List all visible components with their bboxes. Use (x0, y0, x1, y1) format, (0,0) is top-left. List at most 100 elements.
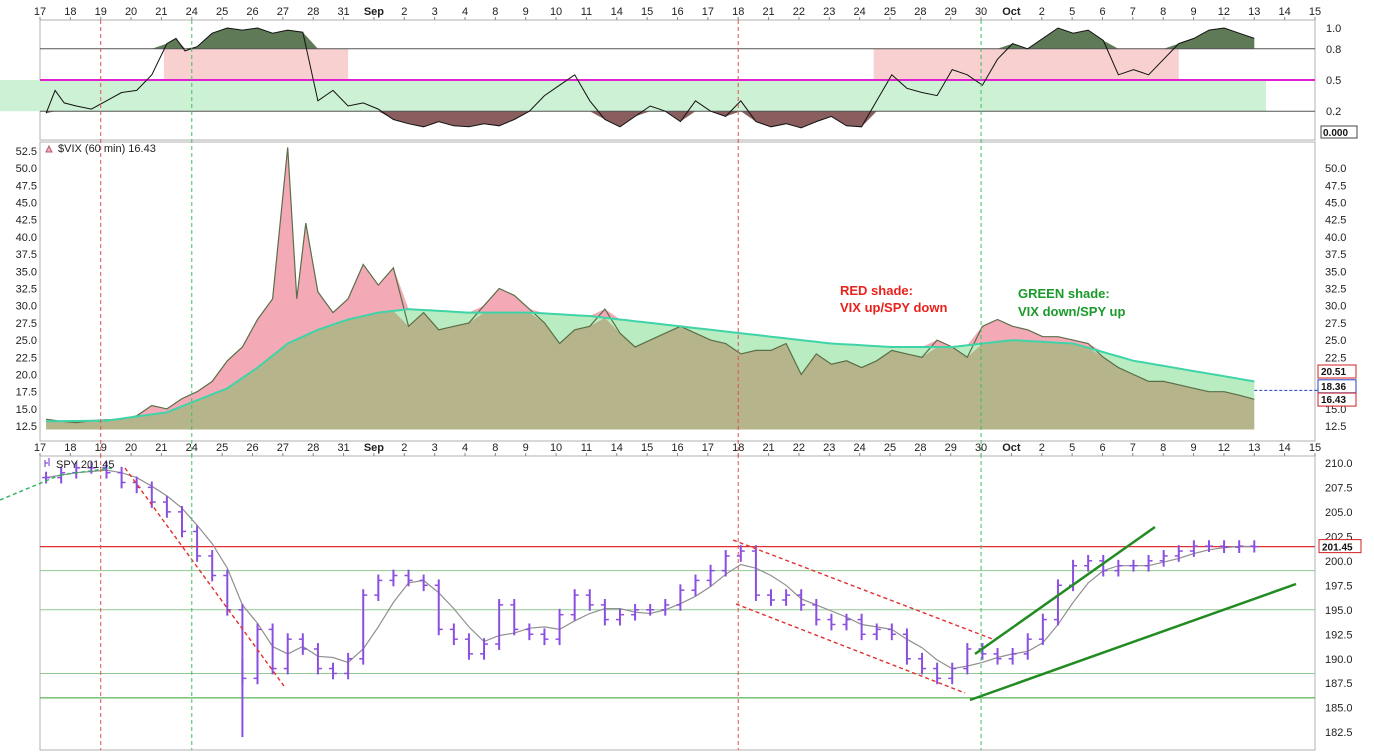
vix-right-tick: 25.0 (1325, 335, 1346, 347)
vix-left-tick: 15.0 (16, 404, 37, 416)
spy-right-tick: 192.5 (1325, 629, 1353, 641)
date-axis-label: 13 (1248, 442, 1260, 454)
date-axis-label: 22 (793, 442, 805, 454)
date-axis-label: 6 (1099, 442, 1105, 454)
date-axis-label: 17 (702, 6, 714, 18)
date-axis-label: 2 (1039, 442, 1045, 454)
vix-left-tick: 45.0 (16, 197, 37, 209)
date-axis-label: 15 (1309, 6, 1321, 18)
spy-legend: SPY 201.45 (56, 459, 115, 471)
spy-value-tag (1318, 539, 1362, 554)
spy-trendline (969, 582, 1297, 702)
date-axis-label: Oct (1002, 442, 1021, 454)
vix-value-tag-text: 18.36 (1321, 382, 1346, 393)
date-axis-label: 29 (945, 442, 957, 454)
panel-frame (39, 455, 1316, 751)
date-axis-label: 24 (186, 6, 198, 18)
date-axis-label: 30 (975, 6, 987, 18)
date-axis-label: 10 (550, 442, 562, 454)
date-axis-label: 7 (1130, 442, 1136, 454)
spy-panel: 210.0207.5205.0202.5200.0197.5195.0192.5… (0, 458, 1362, 739)
date-axis-label: 20 (125, 6, 137, 18)
vix-right-tick: 47.5 (1325, 180, 1346, 192)
date-axis-label: 12 (1218, 6, 1230, 18)
indicator-value-tag (1320, 125, 1358, 139)
date-axis-label: 14 (1279, 6, 1291, 18)
date-axis-label: 31 (337, 6, 349, 18)
red-band (873, 48, 1179, 80)
date-axis-label: 21 (155, 6, 167, 18)
vix-value-tag (1317, 364, 1357, 379)
vix-left-tick: 52.5 (16, 146, 37, 158)
date-axis-label: 5 (1069, 442, 1075, 454)
date-axis-label: 15 (641, 6, 653, 18)
vix-left-tick: 22.5 (16, 352, 37, 364)
vix-left-tick: 37.5 (16, 249, 37, 261)
spy-right-tick: 197.5 (1325, 580, 1353, 592)
date-axis-label: 21 (155, 442, 167, 454)
date-axis-label: 18 (732, 6, 744, 18)
vix-left-tick: 12.5 (16, 421, 37, 433)
indicator-line (45, 27, 1255, 129)
date-axis-label: 7 (1130, 6, 1136, 18)
vix-left-tick: 40.0 (16, 232, 37, 244)
date-axis-label: 12 (1218, 442, 1230, 454)
date-axis-label: 21 (762, 6, 774, 18)
vix-right-tick: 45.0 (1325, 197, 1346, 209)
spy-right-tick: 187.5 (1325, 678, 1353, 690)
indicator-tick-label: 0.5 (1326, 75, 1341, 87)
overbought-fill (46, 28, 1255, 49)
vix-right-tick: 37.5 (1325, 249, 1346, 261)
date-axis-label: 26 (246, 442, 258, 454)
date-axis-label: 19 (95, 6, 107, 18)
vix-right-tick: 22.5 (1325, 352, 1346, 364)
vix-moving-average (46, 308, 1255, 423)
date-axis-label: 9 (523, 6, 529, 18)
vix-value-tag-text: 16.43 (1321, 395, 1346, 406)
date-axis-label: 25 (884, 6, 896, 18)
date-axis-label: 10 (550, 6, 562, 18)
vix-left-tick: 35.0 (16, 266, 37, 278)
date-axis-label: 18 (64, 442, 76, 454)
date-axis-label: 17 (34, 442, 46, 454)
vix-right-tick: 40.0 (1325, 232, 1346, 244)
indicator-tick-label: 0.2 (1326, 106, 1341, 118)
date-axis-label: 29 (945, 6, 957, 18)
date-axis-label: 28 (914, 6, 926, 18)
date-axis-label: 23 (823, 442, 835, 454)
spy-right-tick: 205.0 (1325, 507, 1353, 519)
date-axis-label: 16 (671, 6, 683, 18)
vix-left-tick: 30.0 (16, 301, 37, 313)
spy-right-tick: 182.5 (1325, 727, 1353, 739)
date-axis-label: 26 (246, 6, 258, 18)
vix-right-tick: 30.0 (1325, 301, 1346, 313)
date-axis-label: 8 (492, 6, 498, 18)
date-axis-label: 27 (277, 442, 289, 454)
date-axis-label: 17 (702, 442, 714, 454)
green-band (0, 80, 1266, 112)
vix-base-fill (46, 310, 1255, 430)
green-note-line2: VIX down/SPY up (1018, 304, 1125, 319)
date-axis-label: 8 (492, 442, 498, 454)
date-axis-label: 6 (1099, 6, 1105, 18)
date-axis-label: Sep (364, 442, 384, 454)
date-axis-label: 24 (854, 6, 866, 18)
date-axis-label: 2 (1039, 6, 1045, 18)
date-axis-label: 4 (462, 6, 468, 18)
date-axis-label: 28 (307, 6, 319, 18)
vix-right-tick: 12.5 (1325, 421, 1346, 433)
vix-value-tag-text: 20.51 (1321, 367, 1346, 378)
date-axis-label: 13 (1248, 6, 1260, 18)
date-axes: 17 18 19 20 21 24 25 26 27 28 31 Sep 2 3 4 8 9 10 11 14 15 16… (34, 6, 1321, 456)
spy-right-tick: 195.0 (1325, 605, 1353, 617)
signal-vertical-lines (100, 20, 982, 750)
date-axis-label: 11 (581, 442, 592, 454)
vix-left-tick: 27.5 (16, 318, 37, 330)
date-axis-label: 5 (1069, 6, 1075, 18)
indicator-tick-label: 1.0 (1326, 23, 1341, 35)
red-note-line1: RED shade: (840, 283, 913, 298)
date-axis-label: 28 (307, 442, 319, 454)
spy-right-tick: 210.0 (1325, 458, 1353, 470)
spy-legend-icon (44, 458, 50, 467)
date-axis-label: Sep (364, 6, 384, 18)
